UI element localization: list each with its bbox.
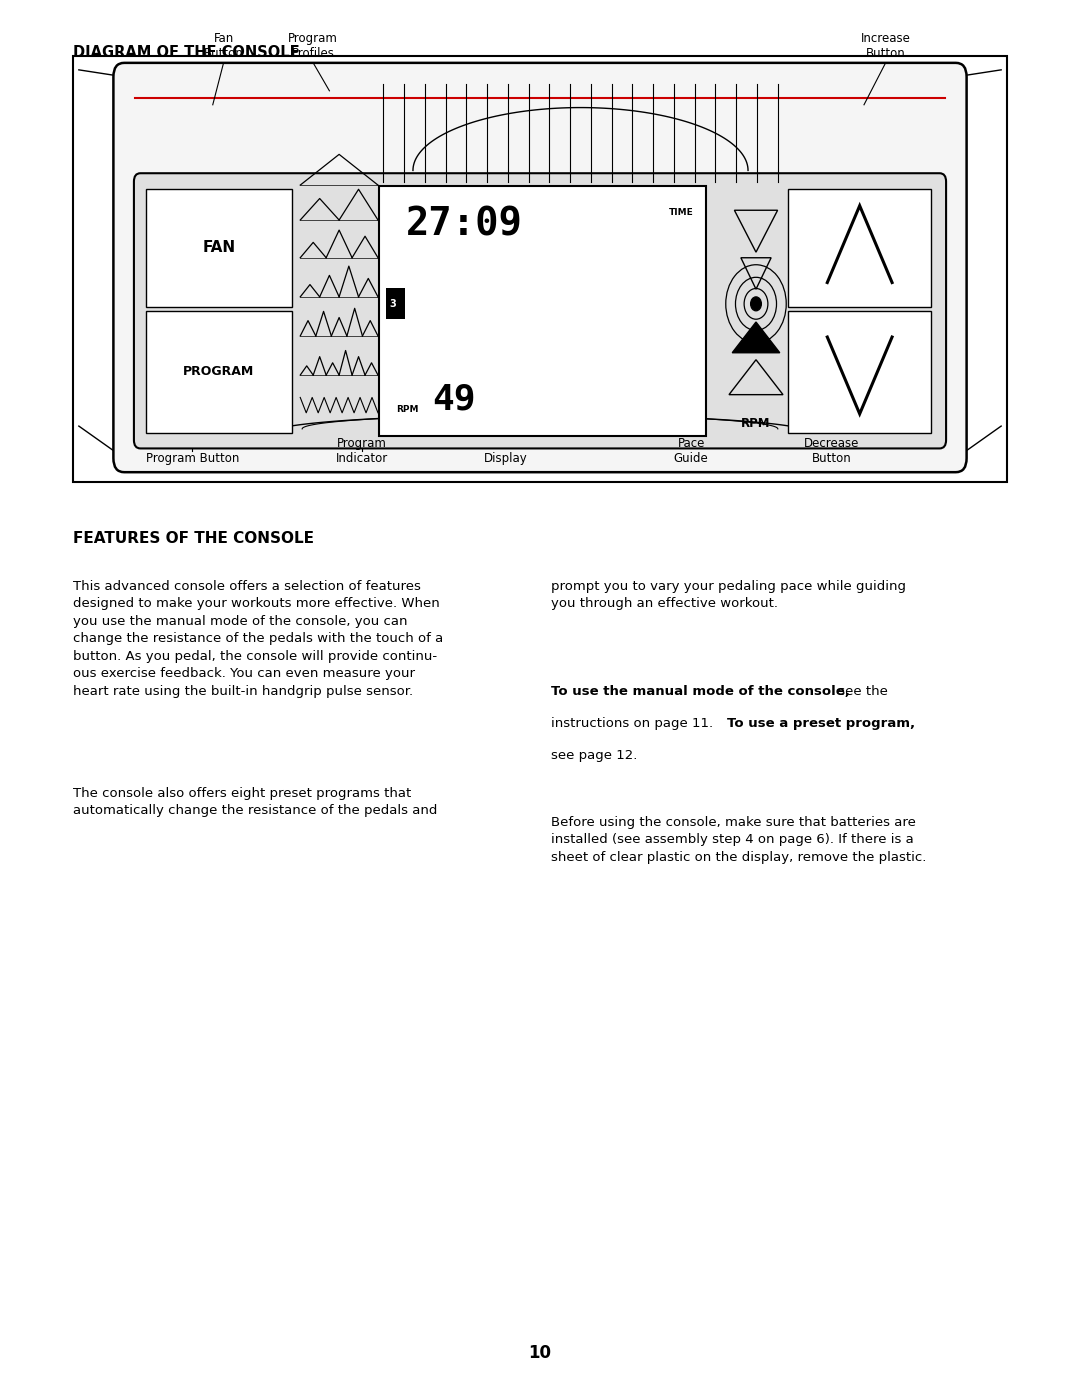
- Text: Program
Indicator: Program Indicator: [336, 437, 388, 465]
- Text: FAN: FAN: [202, 240, 235, 256]
- Text: Increase
Button: Increase Button: [861, 32, 910, 60]
- Text: This advanced console offers a selection of features
designed to make your worko: This advanced console offers a selection…: [73, 580, 444, 697]
- Text: instructions on page 11.: instructions on page 11.: [551, 717, 717, 729]
- Text: 27:09: 27:09: [406, 205, 523, 243]
- FancyBboxPatch shape: [146, 189, 292, 307]
- Text: To use a preset program,: To use a preset program,: [727, 717, 915, 729]
- Circle shape: [751, 298, 761, 310]
- Text: 10: 10: [528, 1344, 552, 1362]
- Text: Decrease
Button: Decrease Button: [804, 437, 860, 465]
- FancyBboxPatch shape: [788, 312, 931, 433]
- Text: Before using the console, make sure that batteries are
installed (see assembly s: Before using the console, make sure that…: [551, 816, 927, 863]
- Text: DIAGRAM OF THE CONSOLE: DIAGRAM OF THE CONSOLE: [73, 45, 300, 60]
- Text: RPM: RPM: [741, 418, 771, 430]
- FancyBboxPatch shape: [134, 173, 946, 448]
- Text: Pace
Guide: Pace Guide: [674, 437, 708, 465]
- Polygon shape: [732, 321, 780, 352]
- Text: prompt you to vary your pedaling pace while guiding
you through an effective wor: prompt you to vary your pedaling pace wh…: [551, 580, 906, 610]
- Text: Fan
Button: Fan Button: [204, 32, 243, 60]
- FancyBboxPatch shape: [379, 186, 706, 436]
- FancyBboxPatch shape: [788, 189, 931, 307]
- Text: To use the manual mode of the console,: To use the manual mode of the console,: [551, 685, 850, 697]
- Text: Program
Profiles: Program Profiles: [288, 32, 338, 60]
- Text: Display: Display: [484, 453, 527, 465]
- FancyBboxPatch shape: [73, 56, 1007, 482]
- Text: The console also offers eight preset programs that
automatically change the resi: The console also offers eight preset pro…: [73, 787, 437, 817]
- FancyBboxPatch shape: [113, 63, 967, 472]
- Text: FEATURES OF THE CONSOLE: FEATURES OF THE CONSOLE: [73, 531, 314, 546]
- Text: 49: 49: [432, 383, 475, 416]
- Text: see page 12.: see page 12.: [551, 749, 637, 761]
- Text: TIME: TIME: [669, 208, 693, 217]
- Text: RPM: RPM: [396, 405, 419, 414]
- Text: PROGRAM: PROGRAM: [184, 366, 254, 379]
- FancyBboxPatch shape: [146, 312, 292, 433]
- Text: Program Button: Program Button: [146, 453, 239, 465]
- Text: see the: see the: [834, 685, 888, 697]
- FancyBboxPatch shape: [386, 288, 405, 319]
- Text: 3: 3: [390, 299, 396, 309]
